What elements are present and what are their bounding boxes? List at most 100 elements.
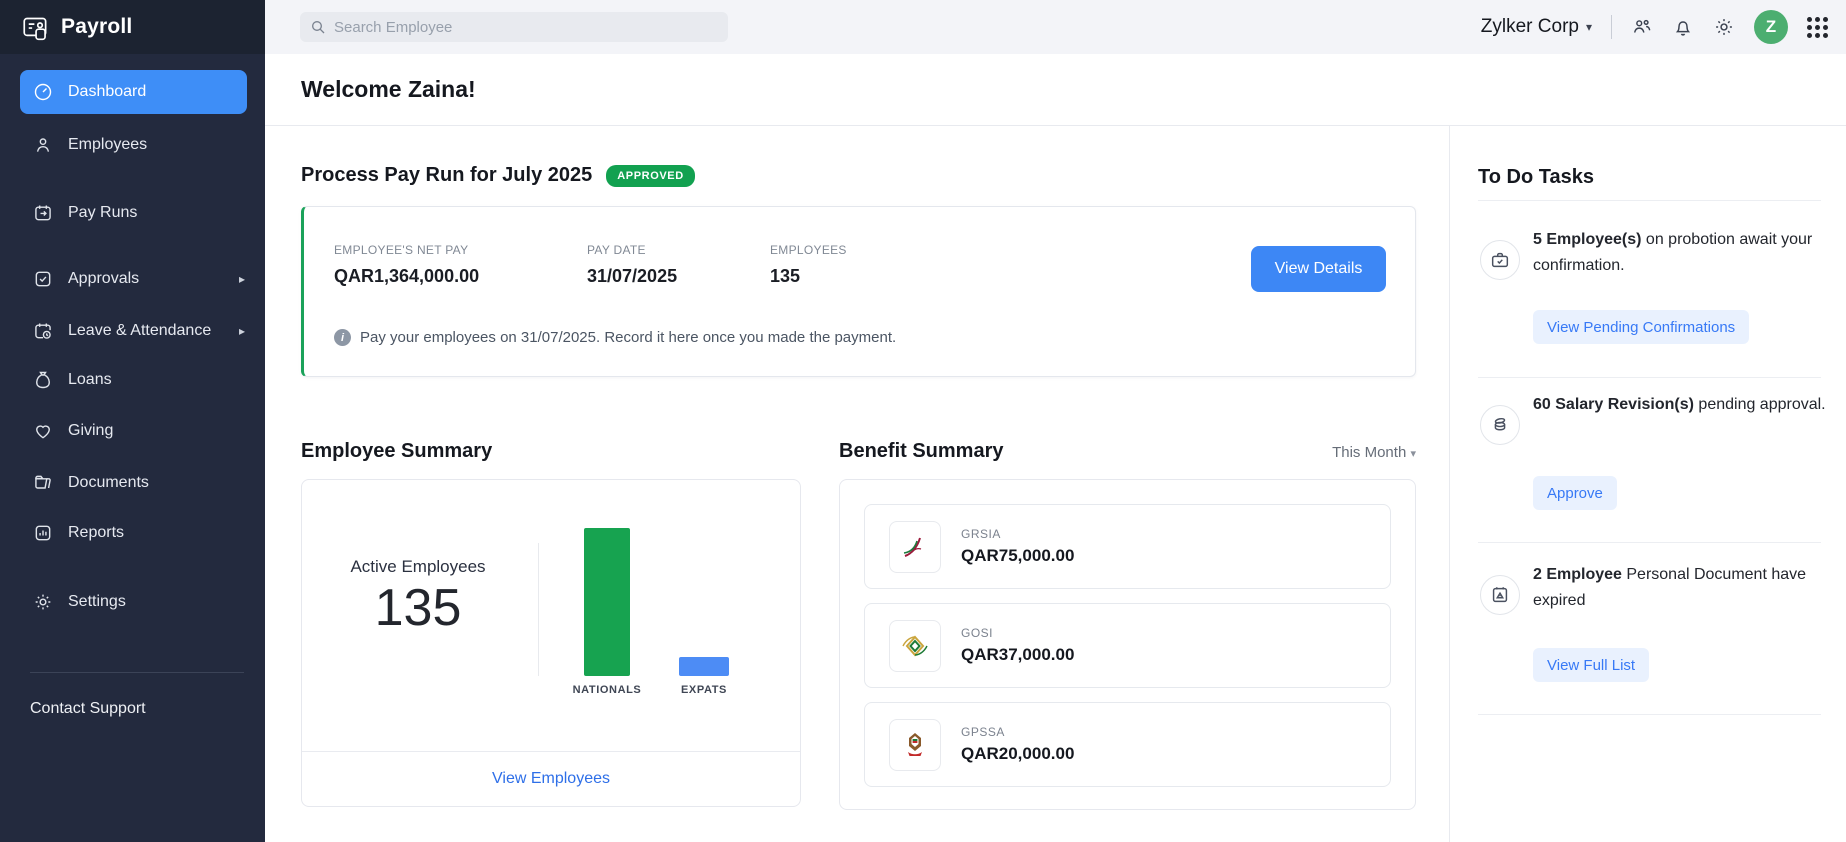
sidebar-item-loans[interactable]: Loans (0, 358, 265, 402)
reports-icon (33, 523, 53, 543)
welcome-band: Welcome Zaina! (265, 54, 1846, 126)
benefit-name: GRSIA (961, 527, 1001, 541)
sidebar-item-label: Documents (68, 474, 149, 491)
org-switcher[interactable]: Zylker Corp ▾ (1481, 16, 1592, 38)
todo-title: To Do Tasks (1478, 166, 1594, 188)
app-grid-icon[interactable] (1807, 16, 1828, 38)
main-content: Process Pay Run for July 2025 APPROVED E… (265, 126, 1449, 842)
employee-summary-title: Employee Summary (301, 440, 493, 462)
stat-value: 31/07/2025 (587, 266, 678, 286)
grsia-logo (889, 520, 941, 573)
benefit-item-gpssa[interactable]: GPSSA QAR20,000.00 (864, 702, 1391, 787)
search-box[interactable] (300, 12, 728, 42)
payruns-icon (33, 203, 53, 223)
briefcase-check-icon (1480, 240, 1520, 280)
approvals-icon (33, 269, 53, 289)
chevron-right-icon: ▸ (238, 272, 245, 286)
sidebar-item-settings[interactable]: Settings (0, 580, 265, 624)
contact-support-link[interactable]: Contact Support (30, 700, 146, 717)
gear-icon[interactable] (1713, 16, 1735, 38)
loans-icon (33, 370, 53, 390)
users-icon[interactable] (1631, 16, 1653, 38)
sidebar-item-label: Leave & Attendance (68, 322, 212, 339)
benefit-summary-card: GRSIA QAR75,000.00 GOSI QAR37,000.00 (839, 479, 1416, 810)
view-pending-confirmations-button[interactable]: View Pending Confirmations (1533, 310, 1750, 344)
task-rest: on probotion await your confirmation. (1533, 231, 1813, 274)
stat-value: 135 (770, 266, 801, 286)
task-lead: 2 Employee (1533, 566, 1622, 583)
task-text: 2 Employee Personal Document have expire… (1533, 562, 1833, 614)
payrun-info-note: Pay your employees on 31/07/2025. Record… (360, 329, 897, 346)
task-rest: pending approval. (1693, 396, 1826, 413)
stat-net-pay: EMPLOYEE'S NET PAY QAR1,364,000.00 (334, 243, 479, 287)
employees-icon (33, 135, 53, 155)
chevron-down-icon: ▾ (1585, 20, 1592, 34)
stat-employees: EMPLOYEES 135 (770, 243, 847, 287)
coins-icon (1480, 405, 1520, 445)
sidebar-item-label: Settings (68, 593, 126, 610)
topbar: Zylker Corp ▾ Z (265, 0, 1846, 54)
search-input[interactable] (334, 18, 718, 36)
divider (1478, 200, 1821, 201)
page-title: Welcome Zaina! (301, 76, 476, 102)
benefit-name: GOSI (961, 626, 994, 640)
settings-icon (33, 592, 53, 612)
employee-card-footer: View Employees (302, 751, 800, 806)
sidebar-item-reports[interactable]: Reports (0, 511, 265, 555)
view-full-list-button[interactable]: View Full List (1533, 648, 1650, 682)
documents-icon (33, 473, 53, 493)
benefit-name: GPSSA (961, 725, 1005, 739)
sidebar-item-leave-attendance[interactable]: Leave & Attendance ▸ (0, 309, 265, 353)
topbar-divider (1611, 15, 1612, 39)
sidebar-item-label: Approvals (68, 270, 140, 287)
status-badge: APPROVED (606, 164, 695, 187)
giving-icon (33, 421, 53, 441)
sidebar-item-label: Dashboard (68, 83, 147, 100)
payrun-section-title: Process Pay Run for July 2025 (301, 164, 593, 186)
app-title: Payroll (61, 15, 133, 38)
sidebar-item-label: Reports (68, 524, 125, 541)
task-lead: 60 Salary Revision(s) (1533, 396, 1694, 413)
sidebar-item-label: Loans (68, 371, 112, 388)
benefit-item-grsia[interactable]: GRSIA QAR75,000.00 (864, 504, 1391, 589)
gpssa-logo (889, 718, 941, 771)
payrun-card: EMPLOYEE'S NET PAY QAR1,364,000.00 PAY D… (301, 206, 1416, 377)
divider (1478, 542, 1821, 543)
calendar-alert-icon (1480, 575, 1520, 615)
active-employees-count: 135 (374, 579, 462, 637)
task-text: 60 Salary Revision(s) pending approval. (1533, 392, 1833, 418)
divider (1478, 714, 1821, 715)
period-dropdown[interactable]: This Month ▾ (1216, 444, 1416, 461)
benefit-amount: QAR20,000.00 (961, 744, 1075, 763)
sidebar-item-documents[interactable]: Documents (0, 461, 265, 505)
sidebar-item-giving[interactable]: Giving (0, 409, 265, 453)
sidebar-item-employees[interactable]: Employees (0, 123, 265, 167)
bar-label-nationals: NATIONALS (572, 684, 642, 696)
stat-label: EMPLOYEES (770, 243, 847, 257)
employee-summary-card: Active Employees 135 NATIONALS EXPATS Vi… (301, 479, 801, 807)
org-name: Zylker Corp (1480, 16, 1579, 37)
notifications-bell-icon[interactable] (1672, 16, 1694, 38)
benefit-amount: QAR75,000.00 (961, 546, 1075, 565)
view-details-button[interactable]: View Details (1251, 246, 1386, 292)
sidebar-item-pay-runs[interactable]: Pay Runs (0, 191, 265, 235)
sidebar-item-dashboard[interactable]: Dashboard (20, 70, 247, 114)
chart-y-axis (538, 543, 539, 676)
divider (1478, 377, 1821, 378)
view-employees-link[interactable]: View Employees (492, 770, 610, 787)
benefit-summary-title: Benefit Summary (839, 440, 1004, 462)
todo-panel: To Do Tasks 5 Employee(s) on probotion a… (1449, 126, 1846, 842)
stat-label: EMPLOYEE'S NET PAY (334, 243, 469, 257)
approve-button[interactable]: Approve (1533, 476, 1617, 510)
bar-expats (679, 657, 729, 676)
sidebar: Payroll Dashboard Employees Pay Runs (0, 0, 265, 842)
bar-nationals (584, 528, 630, 676)
benefit-item-gosi[interactable]: GOSI QAR37,000.00 (864, 603, 1391, 688)
sidebar-item-approvals[interactable]: Approvals ▸ (0, 257, 265, 301)
chevron-down-icon: ▾ (1410, 448, 1416, 460)
avatar-initial: Z (1765, 17, 1777, 36)
task-text: 5 Employee(s) on probotion await your co… (1533, 227, 1833, 279)
avatar[interactable]: Z (1754, 10, 1788, 44)
payroll-logo-icon (22, 14, 49, 41)
task-lead: 5 Employee(s) (1533, 231, 1642, 248)
